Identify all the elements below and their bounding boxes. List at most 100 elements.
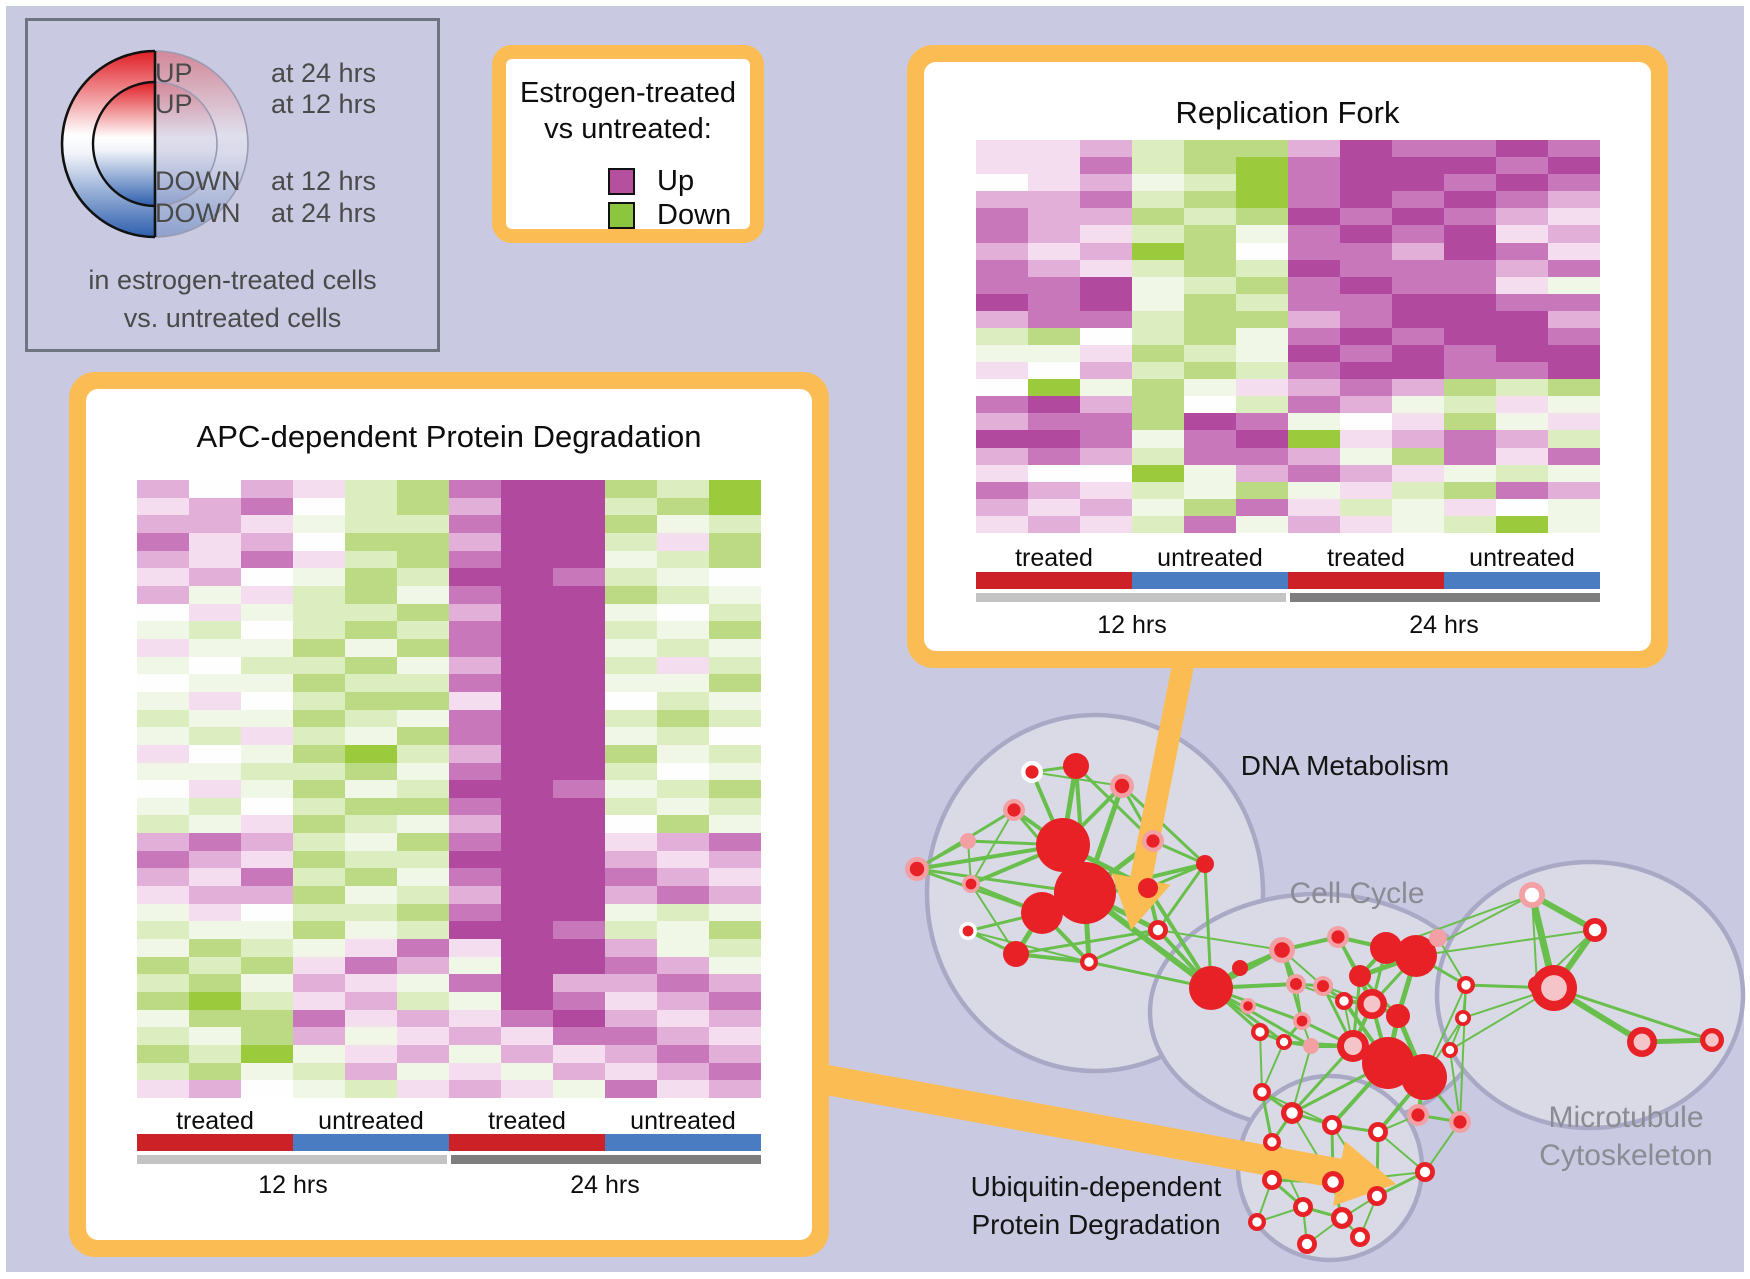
heatmap-cell	[709, 603, 761, 622]
heatmap-cell	[397, 886, 449, 904]
heatmap-cell	[293, 850, 345, 869]
heatmap-cell	[397, 621, 449, 639]
heatmap-cell	[1184, 174, 1236, 192]
heatmap-cell	[293, 780, 345, 798]
heatmap-cell	[1184, 140, 1236, 158]
heatmap-cell	[241, 638, 293, 657]
updown-word: UP	[155, 89, 193, 119]
heatmap-cell	[449, 1027, 501, 1046]
heatmap-cell	[605, 515, 657, 533]
heatmap-cell	[976, 396, 1028, 414]
heatmap-cell	[553, 939, 605, 957]
network-node	[1411, 1108, 1425, 1122]
heatmap-cell	[1496, 225, 1548, 243]
rf-panel-title: Replication Fork	[1175, 95, 1400, 130]
heatmap-cell	[501, 621, 553, 639]
heatmap-cell	[241, 497, 293, 516]
heatmap-cell	[449, 850, 501, 869]
heatmap-cell	[1548, 157, 1600, 175]
heatmap-cell	[397, 744, 449, 763]
heatmap-cell	[1392, 310, 1444, 328]
heatmap-cell	[1184, 242, 1236, 260]
time-group-bar	[976, 593, 1286, 602]
heatmap-cell	[449, 1062, 501, 1081]
heatmap-cell	[1028, 447, 1080, 465]
heatmap-cell	[1392, 498, 1444, 516]
heatmap-cell	[241, 780, 293, 798]
heatmap-cell	[397, 638, 449, 657]
heatmap-cell	[1132, 276, 1184, 294]
heatmap-cell	[605, 956, 657, 975]
heatmap-cell	[553, 603, 605, 622]
heatmap-cell	[1548, 174, 1600, 192]
heatmap-cell	[1288, 481, 1340, 499]
heatmap-cell	[345, 515, 397, 533]
heatmap-cell	[345, 656, 397, 675]
heatmap-cell	[449, 532, 501, 551]
heatmap-cell	[1080, 208, 1132, 226]
heatmap-cell	[657, 603, 709, 622]
heatmap-cell	[1184, 481, 1236, 499]
heatmap-cell	[657, 532, 709, 551]
heatmap-cell	[1132, 225, 1184, 243]
heatmap-cell	[345, 480, 397, 498]
heatmap-cell	[1028, 276, 1080, 294]
heatmap-cell	[1080, 293, 1132, 311]
treated-condition-bar	[137, 1134, 293, 1151]
heatmap-cell	[293, 815, 345, 834]
heatmap-cell	[1496, 413, 1548, 431]
heatmap-cell	[1184, 413, 1236, 431]
heatmap-cell	[1392, 379, 1444, 397]
heatmap-cell	[449, 903, 501, 922]
heatmap-cell	[345, 727, 397, 745]
time-group-label: 24 hrs	[570, 1171, 640, 1199]
heatmap-cell	[1340, 242, 1392, 260]
heatmap-cell	[1392, 208, 1444, 226]
network-node	[1267, 1137, 1277, 1147]
heatmap-cell	[1340, 430, 1392, 448]
heatmap-cell	[397, 903, 449, 922]
cluster-label-ubiquitin-line1: Ubiquitin-dependent	[970, 1171, 1222, 1202]
heatmap-cell	[501, 815, 553, 834]
heatmap-cell	[1028, 345, 1080, 363]
heatmap-cell	[1548, 310, 1600, 328]
heatmap-cell	[189, 727, 241, 745]
heatmap-cell	[241, 939, 293, 957]
axis-group-label: treated	[1327, 544, 1405, 572]
heatmap-cell	[553, 709, 605, 728]
heatmap-cell	[449, 780, 501, 798]
time-group-label: 12 hrs	[1097, 611, 1167, 639]
heatmap-cell	[657, 815, 709, 834]
heatmap-cell	[1548, 396, 1600, 414]
heatmap-cell	[1184, 379, 1236, 397]
heatmap-cell	[1028, 242, 1080, 260]
heatmap-cell	[397, 550, 449, 569]
heatmap-cell	[1496, 362, 1548, 380]
heatmap-cell	[657, 1027, 709, 1046]
heatmap-cell	[1392, 413, 1444, 431]
heatmap-cell	[397, 1027, 449, 1046]
heatmap-cell	[553, 532, 605, 551]
down-color-swatch-icon	[608, 202, 635, 229]
heatmap-cell	[976, 259, 1028, 277]
heatmap-cell	[293, 497, 345, 516]
heatmap-cell	[657, 868, 709, 887]
network-node	[1196, 855, 1214, 873]
heatmap-cell	[1236, 242, 1288, 260]
heatmap-cell	[553, 780, 605, 798]
updown-word: DOWN	[155, 198, 241, 228]
heatmap-cell	[501, 886, 553, 904]
heatmap-cell	[501, 532, 553, 551]
network-node	[1036, 818, 1090, 872]
heatmap-cell	[345, 568, 397, 586]
heatmap-cell	[709, 956, 761, 975]
heatmap-cell	[1236, 345, 1288, 363]
heatmap-cell	[1288, 310, 1340, 328]
heatmap-cell	[137, 532, 189, 551]
heatmap-cell	[345, 886, 397, 904]
heatmap-cell	[1392, 464, 1444, 482]
heatmap-cell	[449, 815, 501, 834]
heatmap-cell	[293, 691, 345, 710]
heatmap-cell	[709, 762, 761, 781]
